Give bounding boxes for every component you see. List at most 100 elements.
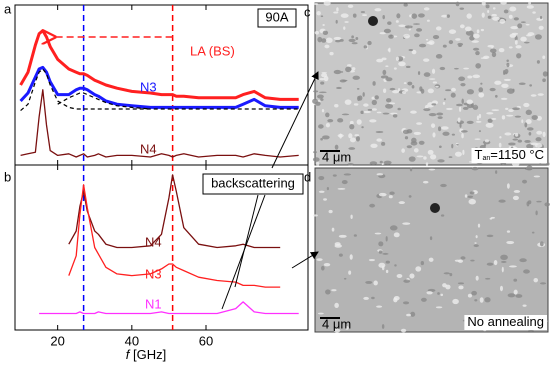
texture [478,130,481,133]
texture [376,173,384,176]
texture [349,124,355,130]
texture [341,113,350,116]
texture [404,25,413,29]
texture [418,13,425,18]
series-label: N1 [145,296,162,311]
texture [347,162,354,166]
texture [494,80,502,85]
texture [508,109,514,112]
texture [337,118,344,123]
texture [464,26,472,32]
texture [410,110,417,114]
texture [334,242,341,246]
texture [451,143,454,149]
texture [459,24,465,29]
texture [328,209,333,214]
texture [413,23,421,25]
texture [492,16,500,21]
texture [506,230,511,233]
texture [527,32,535,36]
spectrum-line [20,68,299,112]
texture [374,8,382,12]
texture [491,51,497,58]
texture [427,149,434,155]
texture [514,115,522,118]
texture [423,108,431,112]
texture [471,166,479,171]
texture [337,188,346,190]
texture [506,183,510,189]
texture [345,66,352,73]
texture [322,24,325,27]
texture [371,108,377,111]
texture [335,19,338,24]
texture [363,110,371,114]
texture [475,275,479,281]
texture [470,259,475,262]
texture [484,297,491,303]
texture [427,102,435,108]
texture [325,289,331,295]
texture [376,305,383,308]
texture [475,120,482,123]
texture [546,162,550,166]
texture [402,222,411,225]
texture [542,71,548,77]
texture [528,329,534,332]
texture [405,65,411,69]
texture [525,109,532,116]
texture [494,94,498,98]
texture [428,257,434,262]
caption: No annealing [467,314,544,329]
texture [395,56,400,61]
texture [515,294,523,298]
caption-box [471,148,547,163]
texture [443,98,446,101]
texture [427,88,434,94]
texture [396,13,401,19]
texture [517,139,523,143]
texture [340,71,344,73]
texture [381,141,386,146]
texture [456,143,459,146]
texture [320,81,325,85]
texture [452,298,459,305]
texture [431,68,436,74]
texture [487,118,493,123]
texture [321,71,327,74]
texture [490,216,495,219]
texture [389,87,396,91]
texture [509,33,517,38]
texture [411,49,417,55]
texture [513,289,518,295]
texture [352,75,360,80]
texture [423,7,430,11]
texture [313,150,317,154]
texture [461,98,464,104]
texture [517,23,523,29]
texture [326,187,329,191]
texture [428,168,436,171]
texture [322,30,329,35]
texture [523,269,530,274]
texture [487,44,495,48]
texture [380,75,389,79]
texture [336,7,339,12]
texture [313,3,319,5]
texture [317,94,324,99]
texture [442,283,447,288]
texture [323,0,331,6]
texture [394,264,397,267]
texture [404,136,409,140]
texture [455,38,461,41]
texture [507,293,516,298]
panel-a-frame [14,4,309,166]
texture [374,95,379,100]
texture [376,111,382,114]
texture [432,132,436,138]
texture [523,41,530,44]
texture [318,190,325,193]
texture [378,262,386,268]
texture [317,312,324,315]
texture [416,28,423,32]
